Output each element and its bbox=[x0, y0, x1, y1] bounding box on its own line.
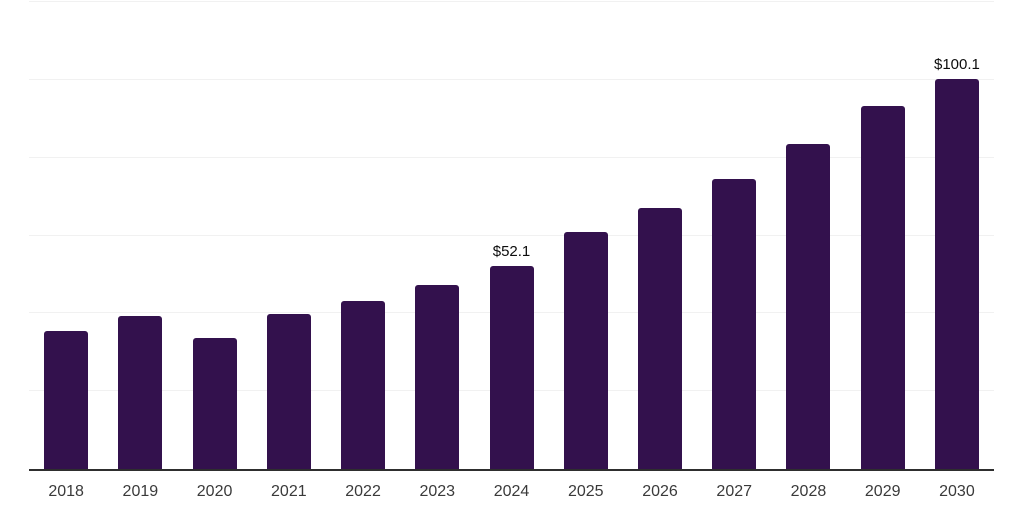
bar-2026 bbox=[637, 208, 682, 469]
bar-cell-2022 bbox=[326, 2, 400, 469]
x-tick-2025: 2025 bbox=[567, 483, 604, 500]
bar-cell-2023 bbox=[400, 2, 474, 469]
bar-cell-2024: $52.1 bbox=[474, 2, 548, 469]
plot-area: $52.1 $100.1 bbox=[29, 1, 994, 471]
bar-2018 bbox=[44, 330, 89, 469]
bar-2024 bbox=[489, 266, 534, 469]
x-tick-2018: 2018 bbox=[48, 483, 84, 500]
x-tick-2023: 2023 bbox=[419, 483, 456, 500]
bar-2020 bbox=[192, 338, 237, 469]
bar-cell-2028 bbox=[771, 2, 845, 469]
gridline-60 bbox=[29, 234, 994, 236]
bar-cell-2018 bbox=[29, 2, 103, 469]
bar-cell-2027 bbox=[697, 2, 771, 469]
bar-2021 bbox=[266, 313, 311, 469]
bar-cell-2029 bbox=[846, 2, 920, 469]
x-tick-2022: 2022 bbox=[345, 483, 381, 500]
x-axis: 2018 2019 2020 2021 2022 2023 2024 2025 2026 2027… bbox=[29, 482, 994, 501]
bar-cell-2021 bbox=[252, 2, 326, 469]
bars-container: $52.1 $100.1 bbox=[29, 2, 994, 469]
bar-cell-2020 bbox=[177, 2, 251, 469]
x-tick-2020: 2020 bbox=[196, 483, 233, 500]
x-tick-2030: 2030 bbox=[939, 483, 975, 500]
bar-cell-2019 bbox=[103, 2, 177, 469]
x-tick-2029: 2029 bbox=[864, 483, 901, 500]
x-tick-2028: 2028 bbox=[790, 483, 827, 500]
bar-2019 bbox=[118, 316, 163, 469]
gridline-120 bbox=[29, 1, 994, 2]
bar-cell-2030: $100.1 bbox=[920, 2, 994, 469]
bar-cell-2025 bbox=[549, 2, 623, 469]
gridline-80 bbox=[29, 156, 994, 158]
value-label-2024: $52.1 bbox=[492, 243, 531, 261]
gridline-100 bbox=[29, 78, 994, 80]
x-tick-2024: 2024 bbox=[493, 483, 530, 500]
x-tick-2027: 2027 bbox=[716, 483, 753, 500]
bar-2027 bbox=[712, 178, 757, 469]
x-tick-2026: 2026 bbox=[642, 483, 678, 500]
bar-2023 bbox=[415, 285, 460, 469]
bar-2022 bbox=[341, 301, 386, 469]
x-tick-2021: 2021 bbox=[271, 483, 307, 500]
bar-2029 bbox=[860, 105, 905, 469]
bar-2028 bbox=[786, 143, 831, 469]
x-tick-2019: 2019 bbox=[122, 483, 159, 500]
value-label-2030: $100.1 bbox=[933, 56, 980, 74]
bar-cell-2026 bbox=[623, 2, 697, 469]
bar-2030 bbox=[934, 79, 979, 469]
bar-2025 bbox=[563, 232, 608, 469]
